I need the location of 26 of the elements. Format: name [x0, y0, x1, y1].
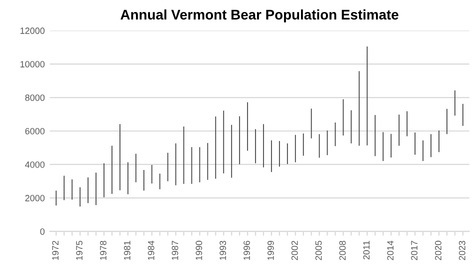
- x-tick-label: 1999: [268, 240, 274, 260]
- x-tick-label: 1978: [100, 240, 106, 260]
- y-tick-label: 10000: [20, 61, 45, 68]
- y-tick-label: 12000: [20, 28, 45, 34]
- x-tick-label: 1981: [124, 240, 130, 260]
- x-tick-label: 1984: [148, 240, 154, 260]
- x-tick-label: 2017: [411, 240, 418, 260]
- x-tick-label: 1972: [52, 240, 59, 260]
- chart-title: Annual Vermont Bear Population Estimate: [120, 9, 398, 22]
- x-tick-label: 2008: [339, 240, 346, 260]
- x-tick-label: 1975: [76, 240, 82, 260]
- x-tick-label: 2011: [363, 240, 370, 260]
- x-tick-label: 2020: [434, 240, 442, 260]
- x-tick-label: 1987: [172, 240, 178, 260]
- y-tick-label: 2000: [25, 194, 45, 202]
- x-tick-label: 2014: [387, 240, 394, 260]
- y-tick-label: 6000: [25, 128, 45, 134]
- x-tick-label: 2005: [315, 240, 322, 260]
- x-tick-label: 2023: [458, 240, 466, 260]
- x-tick-label: 2002: [291, 240, 298, 260]
- y-tick-label: 8000: [25, 94, 45, 101]
- x-tick-label: 1993: [220, 240, 226, 260]
- x-tick-label: 1996: [244, 240, 250, 260]
- x-tick-label: 1990: [196, 240, 202, 260]
- y-tick-label: 4000: [25, 161, 45, 168]
- y-tick-label: 0: [40, 228, 45, 235]
